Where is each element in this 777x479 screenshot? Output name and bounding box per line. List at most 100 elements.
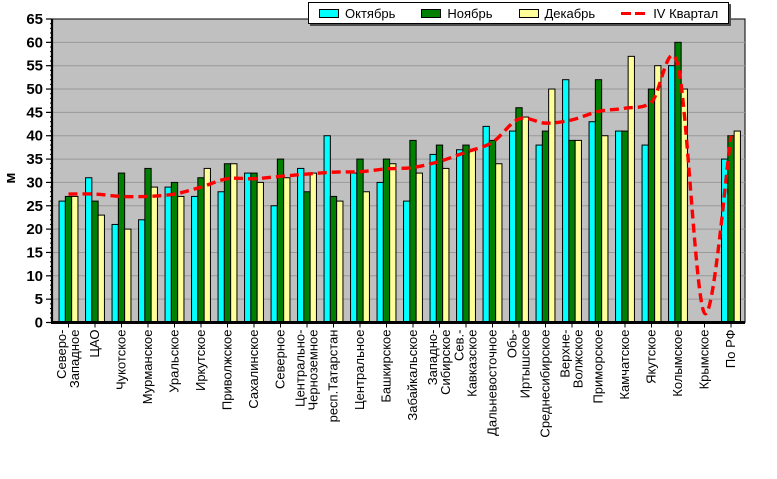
x-category-label: Мурманское (140, 330, 155, 405)
bar (250, 172, 258, 323)
bar (230, 163, 238, 323)
bar (191, 195, 199, 323)
bar (415, 172, 423, 323)
x-category-label: Чукотское (114, 330, 129, 391)
bar (521, 116, 529, 323)
bar (535, 144, 543, 323)
x-category-label: Сахалинское (246, 330, 261, 409)
legend-swatch (421, 8, 442, 18)
x-category-label: Северное (273, 330, 288, 389)
bar (244, 172, 252, 323)
bar (329, 195, 338, 323)
x-category-label: Иркутское (193, 330, 208, 392)
bar (488, 139, 497, 323)
bar (382, 158, 391, 323)
y-axis-title: м (2, 172, 19, 183)
x-category-label: Центральное (352, 330, 367, 410)
x-category-label: Центрально- (293, 330, 308, 408)
y-tick-label: 20 (26, 221, 43, 238)
bar (223, 163, 232, 323)
bar (509, 130, 517, 323)
y-tick-label: 15 (26, 244, 43, 261)
bar (297, 167, 305, 323)
bar (124, 228, 132, 323)
legend-label: Декабрь (544, 5, 596, 21)
bar (568, 139, 576, 323)
x-category-label: Уральское (167, 330, 182, 393)
bar (144, 167, 152, 323)
x-category-label: По РФ (723, 329, 738, 368)
bar (356, 158, 364, 323)
x-category-label: Северо- (54, 330, 69, 379)
bar (482, 125, 490, 324)
bar (594, 79, 603, 323)
y-tick-label: 5 (35, 291, 43, 308)
x-category-label: Иртышское (518, 330, 533, 399)
legend: Октябрь Ноябрь Декабрь IV Квартал (308, 2, 730, 24)
bar (71, 195, 79, 323)
bar (403, 200, 411, 324)
x-category-label: Колымское (670, 330, 685, 397)
bar (429, 153, 437, 323)
x-category-label: респ.Татарстан (326, 330, 341, 423)
x-category-label: Обь- (505, 330, 520, 359)
x-category-label: Черноземное (306, 330, 321, 411)
bar (654, 65, 662, 323)
x-category-label: Камчатское (617, 330, 632, 400)
bar (495, 163, 503, 323)
bar (515, 107, 523, 324)
bar (111, 223, 119, 323)
legend-label: Октябрь (345, 5, 396, 21)
bar (601, 135, 609, 323)
bar (164, 186, 172, 323)
bar (58, 200, 66, 324)
bar (150, 186, 158, 323)
legend-label: Ноябрь (447, 5, 493, 21)
x-category-label: Приморское (591, 330, 606, 404)
y-tick-label: 55 (26, 58, 43, 75)
bar (574, 139, 582, 323)
bar (562, 79, 570, 323)
bar (276, 158, 285, 323)
x-category-label: Забайкальское (405, 330, 420, 421)
bar (170, 181, 179, 323)
bar (647, 88, 656, 323)
bar (462, 144, 470, 323)
x-category-label: Среднесибирское (538, 330, 553, 438)
bar (303, 191, 311, 323)
x-category-label: Волжское (571, 330, 586, 389)
legend-dash-swatch (621, 11, 647, 15)
bar (668, 65, 676, 323)
legend-label: IV Квартал (653, 5, 719, 21)
bar (336, 200, 344, 324)
bar (323, 135, 331, 323)
bar (85, 177, 93, 323)
legend-swatch (319, 8, 339, 18)
y-tick-label: 0 (35, 315, 43, 332)
y-tick-label: 40 (26, 128, 43, 145)
bar (64, 195, 73, 323)
legend-item: Ноябрь (421, 5, 493, 21)
y-tick-label: 60 (26, 34, 43, 51)
bar (283, 177, 291, 323)
bar (442, 167, 450, 323)
x-category-label: Башкирское (379, 330, 394, 403)
bar (621, 130, 629, 323)
bar (733, 130, 741, 323)
bar (641, 144, 649, 323)
bar (138, 219, 146, 323)
quarter-line (68, 53, 733, 316)
bar (350, 172, 358, 323)
x-category-label: Сев.- (452, 330, 467, 361)
bar (541, 130, 550, 323)
bar (177, 195, 185, 323)
legend-swatch (518, 8, 539, 18)
y-tick-label: 25 (26, 198, 43, 215)
x-category-label: Якутское (644, 330, 659, 384)
bar (435, 144, 444, 323)
bar (615, 130, 623, 323)
bar (376, 181, 384, 323)
bar (389, 163, 397, 323)
